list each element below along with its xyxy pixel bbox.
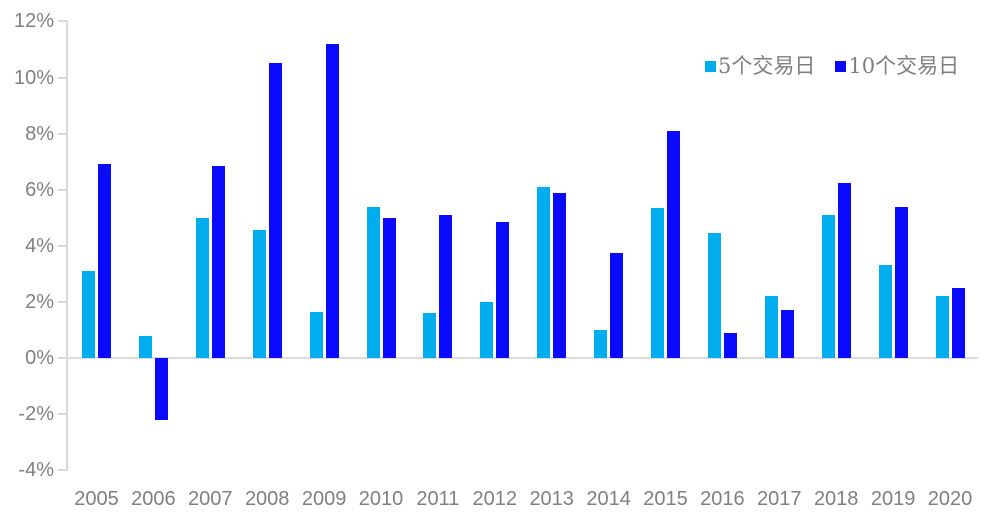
x-tick-label: 2011 [416, 488, 460, 510]
x-tick-label: 2015 [643, 488, 688, 510]
legend-swatch-5day [705, 60, 716, 72]
legend-swatch-10day [835, 60, 847, 72]
x-tick-label: 2017 [757, 488, 802, 510]
y-tick-label: 12% [13, 10, 54, 33]
bar-5day-2019 [878, 265, 892, 358]
bar-5day-2018 [821, 214, 835, 358]
bar-10day-2006 [154, 358, 168, 420]
bar-10day-2016 [723, 332, 737, 358]
bar-5day-2008 [252, 230, 266, 358]
bar-10day-2008 [268, 63, 282, 358]
y-tick-mark [58, 188, 67, 191]
bar-10day-2009 [325, 43, 339, 358]
y-tick-mark [58, 76, 67, 79]
y-tick-mark [58, 357, 67, 359]
x-tick-label: 2014 [586, 488, 631, 510]
bar-10day-2018 [837, 182, 851, 358]
y-tick-label: 2% [25, 290, 54, 313]
bar-10day-2014 [610, 252, 624, 358]
bar-5day-2014 [594, 329, 608, 358]
x-tick-label: 2007 [188, 488, 233, 510]
y-tick-mark [58, 244, 67, 247]
x-tick-label: 2013 [529, 488, 574, 510]
bar-5day-2016 [707, 233, 721, 358]
x-tick-label: 2006 [131, 488, 176, 510]
bar-5day-2020 [935, 296, 949, 358]
bar-10day-2015 [667, 130, 680, 358]
bar-10day-2005 [98, 164, 111, 358]
x-tick-label: 2008 [244, 488, 290, 510]
bar-5day-2015 [651, 207, 664, 358]
legend-label-10day: 10个交易日 [848, 54, 960, 78]
x-tick-label: 2012 [472, 488, 518, 510]
y-tick-mark [58, 300, 67, 303]
bar-5day-2011 [423, 313, 437, 358]
y-tick-label: -4% [18, 459, 54, 482]
y-tick-label: 8% [25, 122, 54, 145]
y-tick-label: 6% [25, 178, 54, 201]
x-tick-label: 2005 [74, 488, 119, 510]
bar-5day-2007 [195, 217, 209, 358]
x-tick-label: 2016 [700, 488, 745, 510]
legend-label-5day: 5个交易日 [718, 54, 816, 78]
x-tick-label: 2019 [870, 488, 916, 510]
bar-5day-2009 [309, 311, 323, 358]
x-tick-label: 2010 [358, 488, 404, 510]
y-tick-label: 4% [25, 234, 54, 257]
bar-10day-2017 [780, 310, 794, 358]
bar-10day-2011 [439, 214, 453, 358]
bar-10day-2012 [496, 221, 510, 358]
x-tick-label: 2020 [927, 488, 973, 510]
legend: 5个交易日 10个交易日 [705, 55, 959, 77]
y-tick-label: -2% [18, 403, 54, 426]
bar-5day-2017 [764, 296, 778, 358]
bar-5day-2012 [480, 301, 494, 358]
x-axis-zero-line [66, 357, 978, 359]
y-tick-label: 0% [25, 347, 54, 369]
bar-10day-2007 [211, 165, 225, 358]
bar-5day-2013 [537, 186, 551, 358]
y-tick-label: 10% [13, 66, 54, 89]
bar-5day-2006 [138, 335, 152, 358]
x-tick-label: 2009 [301, 488, 347, 510]
y-tick-mark [58, 413, 67, 416]
bar-10day-2010 [382, 217, 396, 358]
y-tick-mark [58, 469, 67, 472]
bar-5day-2010 [366, 206, 380, 358]
bar-10day-2019 [894, 206, 908, 358]
bar-10day-2013 [553, 192, 567, 358]
y-tick-mark [58, 20, 67, 23]
y-axis-line [66, 20, 68, 471]
y-tick-mark [58, 132, 67, 135]
x-tick-label: 2018 [813, 488, 859, 510]
bar-10day-2020 [951, 287, 965, 358]
bar-5day-2005 [82, 271, 95, 358]
